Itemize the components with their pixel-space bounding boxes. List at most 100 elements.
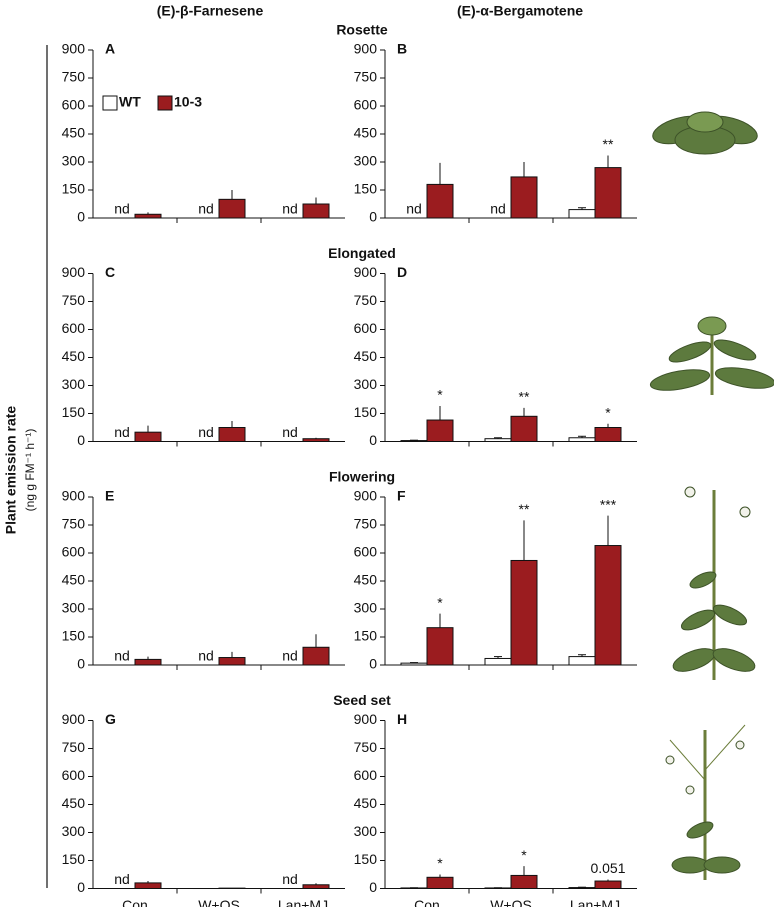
y-tick-label: 600 [354, 544, 378, 560]
y-tick-label: 600 [354, 767, 378, 783]
y-tick-label: 150 [354, 181, 378, 197]
significance-label: 0.051 [590, 860, 625, 876]
y-tick-label: 900 [354, 41, 378, 57]
y-tick-label: 450 [62, 125, 86, 141]
y-tick-label: 300 [354, 600, 378, 616]
bar [594, 427, 622, 442]
y-tick-label: 750 [354, 516, 378, 532]
row-title: Rosette [336, 22, 388, 38]
y-tick-label: 750 [62, 516, 86, 532]
y-tick-label: 450 [354, 572, 378, 588]
y-tick-label: 0 [369, 656, 377, 672]
bar [218, 657, 246, 666]
y-tick-label: 600 [62, 767, 86, 783]
bar [510, 559, 538, 666]
bar [594, 880, 622, 889]
y-tick-label: 750 [354, 69, 378, 85]
significance-label: * [521, 847, 527, 863]
legend-label: WT [119, 94, 141, 110]
bar [568, 209, 596, 219]
y-tick-label: 600 [62, 97, 86, 113]
row-title: Flowering [329, 469, 395, 485]
significance-label: * [605, 404, 611, 420]
bar [134, 431, 162, 442]
bar [510, 176, 538, 219]
x-tick-label: Lan+MJ [278, 897, 328, 907]
bar [426, 876, 454, 889]
significance-label: ** [519, 389, 530, 405]
bar [568, 887, 596, 889]
y-tick-label: 450 [354, 125, 378, 141]
panel-letter: B [397, 41, 407, 57]
value-label: nd [282, 648, 298, 664]
bar [134, 213, 162, 219]
column-title: (E)-α-Bergamotene [457, 3, 583, 19]
y-tick-label: 0 [77, 656, 85, 672]
x-tick-label: Con [122, 897, 148, 907]
row-title: Seed set [333, 692, 391, 708]
plant-illustrations [649, 111, 774, 880]
panel-letter: E [105, 488, 114, 504]
y-tick-label: 150 [354, 628, 378, 644]
bar [484, 438, 512, 443]
value-label: nd [198, 648, 214, 664]
y-tick-label: 450 [354, 348, 378, 364]
bar [302, 203, 330, 219]
bar [218, 427, 246, 442]
y-tick-label: 900 [62, 264, 86, 280]
y-tick-label: 750 [354, 292, 378, 308]
y-tick-label: 300 [354, 376, 378, 392]
column-title: (E)-β-Farnesene [157, 3, 264, 19]
legend-swatch [157, 95, 173, 111]
y-tick-label: 450 [62, 795, 86, 811]
panel-letter: C [105, 264, 115, 280]
bar [218, 198, 246, 219]
bar [510, 415, 538, 442]
value-label: nd [282, 871, 298, 887]
y-tick-label: 900 [62, 711, 86, 727]
y-tick-label: 300 [62, 600, 86, 616]
value-label: nd [114, 648, 130, 664]
y-tick-label: 750 [62, 739, 86, 755]
legend-swatch [102, 95, 118, 111]
x-tick-label: W+OS [198, 897, 240, 907]
x-tick-label: Con [414, 897, 440, 907]
y-tick-label: 300 [62, 153, 86, 169]
y-tick-label: 600 [62, 320, 86, 336]
significance-label: * [437, 594, 443, 610]
significance-label: ** [603, 136, 614, 152]
y-tick-label: 150 [354, 851, 378, 867]
bar [484, 657, 512, 666]
bar [426, 627, 454, 666]
bar [400, 662, 428, 666]
value-label: nd [114, 201, 130, 217]
legend-label: 10-3 [174, 94, 202, 110]
y-tick-label: 0 [369, 209, 377, 225]
y-tick-label: 300 [62, 376, 86, 392]
y-tick-label: 0 [369, 879, 377, 895]
y-tick-label: 600 [354, 320, 378, 336]
y-tick-label: 0 [77, 432, 85, 448]
bar [134, 658, 162, 666]
value-label: nd [490, 201, 506, 217]
value-label: nd [198, 424, 214, 440]
bar [426, 183, 454, 219]
bar [302, 438, 330, 443]
y-tick-label: 900 [62, 41, 86, 57]
y-tick-label: 0 [77, 879, 85, 895]
value-label: nd [406, 201, 422, 217]
panel-letter: F [397, 488, 406, 504]
row-title: Elongated [328, 245, 396, 261]
x-tick-label: Lan+MJ [570, 897, 620, 907]
y-tick-label: 900 [354, 711, 378, 727]
panel-letter: G [105, 711, 116, 727]
y-tick-label: 150 [62, 851, 86, 867]
y-tick-label: 600 [354, 97, 378, 113]
y-tick-label: 0 [77, 209, 85, 225]
y-tick-label: 450 [354, 795, 378, 811]
bar [594, 167, 622, 219]
y-tick-label: 300 [354, 823, 378, 839]
y-tick-label: 300 [62, 823, 86, 839]
y-tick-label: 300 [354, 153, 378, 169]
